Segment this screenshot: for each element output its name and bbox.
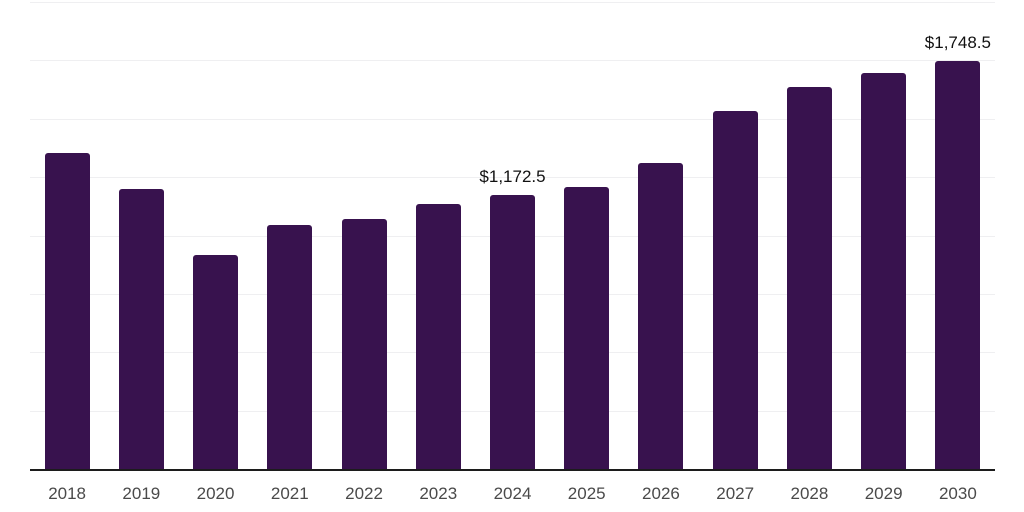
bar-2030 bbox=[935, 60, 981, 469]
gridline-1750 bbox=[30, 60, 995, 62]
x-tick-label-2022: 2022 bbox=[345, 484, 383, 503]
x-tick-label-2019: 2019 bbox=[122, 484, 161, 503]
bar-2020 bbox=[193, 254, 239, 469]
gridline-1250 bbox=[30, 177, 995, 179]
bar-2022 bbox=[341, 218, 387, 469]
gridline-2000 bbox=[30, 2, 995, 3]
x-tick-label-2030: 2030 bbox=[938, 484, 977, 503]
bar-2021 bbox=[267, 225, 313, 469]
bar-2019 bbox=[118, 189, 164, 469]
x-tick-label-2026: 2026 bbox=[642, 484, 680, 503]
x-tick-label-2025: 2025 bbox=[567, 484, 606, 503]
gridline-1500 bbox=[30, 118, 995, 120]
x-tick-label-2023: 2023 bbox=[419, 484, 458, 503]
x-tick-label-2028: 2028 bbox=[790, 484, 829, 503]
x-tick-label-2027: 2027 bbox=[716, 484, 755, 503]
bar-2024 bbox=[490, 195, 535, 469]
bar-2029 bbox=[861, 72, 907, 469]
x-axis-line bbox=[30, 469, 995, 471]
x-tick-label-2024: 2024 bbox=[493, 484, 532, 503]
data-label-2030: $1,748.5 bbox=[924, 32, 991, 52]
bar-2027 bbox=[712, 111, 758, 469]
bar-2025 bbox=[564, 186, 610, 469]
bar-2018 bbox=[44, 152, 90, 469]
x-tick-label-2020: 2020 bbox=[196, 484, 235, 503]
bar-2023 bbox=[415, 204, 461, 469]
data-label-2024: $1,172.5 bbox=[479, 167, 546, 187]
x-tick-label-2029: 2029 bbox=[864, 484, 903, 503]
bar-2028 bbox=[786, 86, 832, 469]
x-tick-label-2018: 2018 bbox=[48, 484, 87, 503]
x-tick-label-2021: 2021 bbox=[270, 484, 309, 503]
bar-2026 bbox=[638, 163, 684, 469]
